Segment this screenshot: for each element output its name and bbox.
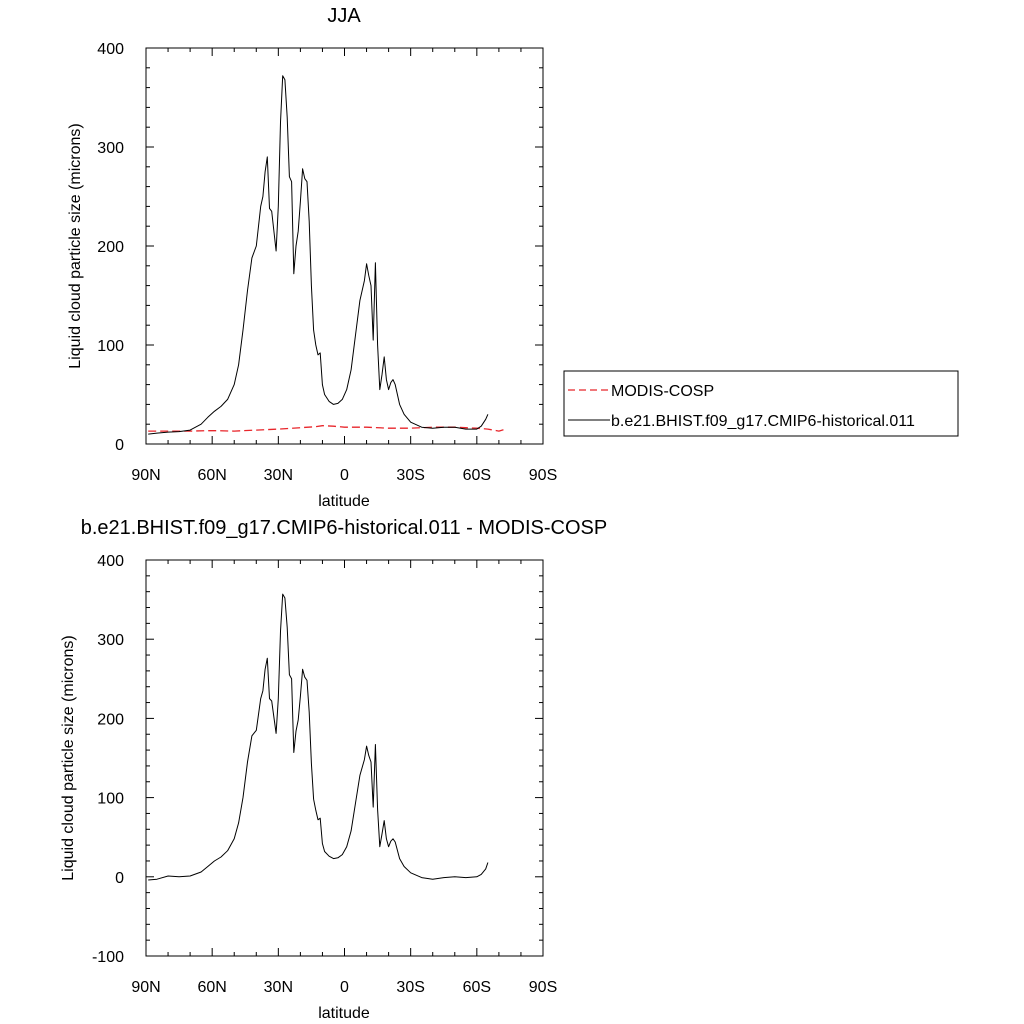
x-tick-label: 60N xyxy=(197,467,226,484)
legend-label-modis: MODIS-COSP xyxy=(611,383,714,400)
y-tick-label: 300 xyxy=(97,632,124,649)
y-tick-label: 100 xyxy=(97,338,124,355)
legend: MODIS-COSP b.e21.BHIST.f09_g17.CMIP6-his… xyxy=(563,370,959,437)
series-line-top-0 xyxy=(148,425,506,432)
chart-title-top: JJA xyxy=(327,5,361,27)
ticks-bottom: 90N 60N 30N 0 30S 60S 90S -100 0 100 200 300 400 xyxy=(92,553,557,996)
y-tick-label: 200 xyxy=(97,239,124,256)
y-tick-label: 300 xyxy=(97,140,124,157)
legend-label-model: b.e21.BHIST.f09_g17.CMIP6-historical.011 xyxy=(611,413,915,430)
x-tick-label: 90N xyxy=(131,979,160,996)
legend-box xyxy=(563,370,959,437)
panel-top: JJA 90N 60N 30N 0 30S 60S 90S 0 100 200 300 400 lat… xyxy=(67,5,557,510)
x-tick-label: 0 xyxy=(340,467,349,484)
x-tick-label: 90S xyxy=(529,979,557,996)
plot-frame-top xyxy=(145,47,544,445)
x-tick-label: 90S xyxy=(529,467,557,484)
y-tick-label: 0 xyxy=(115,870,124,887)
plot-frame-bottom xyxy=(145,559,544,957)
series-line-bottom-0 xyxy=(148,593,489,881)
chart-title-bottom: b.e21.BHIST.f09_g17.CMIP6-historical.011… xyxy=(81,517,608,539)
x-tick-label: 30N xyxy=(264,979,293,996)
panel-bottom: b.e21.BHIST.f09_g17.CMIP6-historical.011… xyxy=(60,517,607,1022)
x-axis-label-top: latitude xyxy=(318,493,370,510)
ticks-top: 90N 60N 30N 0 30S 60S 90S 0 100 200 300 400 xyxy=(97,41,557,484)
y-tick-label: 400 xyxy=(97,41,124,58)
x-tick-label: 90N xyxy=(131,467,160,484)
y-tick-label: 100 xyxy=(97,791,124,808)
x-tick-label: 30N xyxy=(264,467,293,484)
series-line-top-1 xyxy=(148,75,489,435)
x-axis-label-bottom: latitude xyxy=(318,1005,370,1022)
y-tick-label: 400 xyxy=(97,553,124,570)
x-tick-label: 0 xyxy=(340,979,349,996)
x-tick-label: 60N xyxy=(197,979,226,996)
series-top xyxy=(148,75,506,435)
y-axis-label-bottom: Liquid cloud particle size (microns) xyxy=(60,635,77,880)
y-tick-label: -100 xyxy=(92,949,124,966)
x-tick-label: 30S xyxy=(396,467,424,484)
y-tick-label: 0 xyxy=(115,437,124,454)
series-bottom xyxy=(148,593,489,881)
x-tick-label: 60S xyxy=(463,467,491,484)
y-axis-label-top: Liquid cloud particle size (microns) xyxy=(67,123,84,368)
y-tick-label: 200 xyxy=(97,711,124,728)
x-tick-label: 60S xyxy=(463,979,491,996)
x-tick-label: 30S xyxy=(396,979,424,996)
